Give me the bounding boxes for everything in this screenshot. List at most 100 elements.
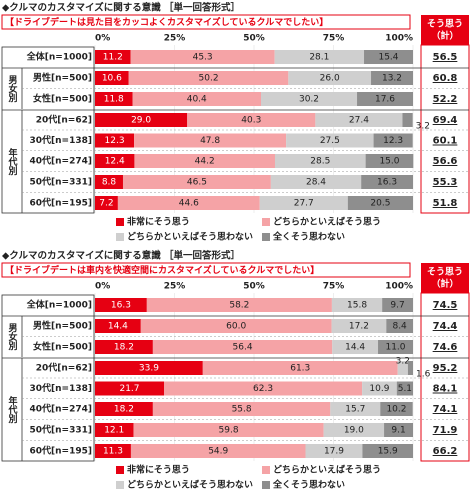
bar-segment (347, 196, 413, 210)
category-label: 女性[n=500] (33, 341, 92, 353)
value-label: 5.1 (398, 384, 412, 394)
totals-column (420, 44, 470, 214)
value-label: 58.2 (229, 301, 249, 311)
value-label: 28.1 (309, 53, 329, 63)
category-label: 男性[n=500] (33, 320, 92, 332)
bar-segment (274, 154, 366, 168)
bar-segment (362, 381, 397, 396)
value-label: 8.4 (392, 322, 407, 332)
bar-segment (95, 298, 147, 312)
category-label: 全体[n=1000] (26, 299, 92, 311)
value-label: 1.6 (416, 370, 431, 380)
legend-swatch (116, 218, 124, 226)
value-label: 21.7 (119, 384, 139, 394)
category-label: 男性[n=500] (33, 72, 92, 84)
bar-segment (331, 319, 387, 333)
bar-segment (95, 50, 131, 64)
bar-segment (323, 423, 385, 437)
bar-segment (187, 113, 316, 127)
category-label: 20代[n=62] (36, 362, 92, 374)
value-label: 15.4 (378, 53, 398, 63)
value-label: 3.2 (396, 357, 410, 367)
value-label: 45.3 (193, 53, 213, 63)
bar-segment (117, 196, 260, 210)
x-tick-label: 0% (95, 34, 110, 44)
x-tick-label: 100% (385, 282, 413, 292)
bar-segment (357, 92, 413, 106)
legend-label: どちらかといえばそう思う (273, 216, 381, 228)
x-tick-label: 25% (164, 282, 186, 292)
bar-segment (95, 402, 153, 416)
total-value: 56.5 (433, 52, 458, 63)
value-label: 40.4 (187, 95, 207, 105)
bar-segment (373, 133, 413, 148)
bar-segment (134, 154, 275, 168)
value-label: 44.6 (179, 199, 199, 209)
group-label: 男女別 (7, 323, 19, 351)
x-tick-label: 50% (243, 282, 265, 292)
value-label: 17.6 (375, 95, 395, 105)
bar-segment (134, 133, 287, 148)
bar-segment (260, 92, 358, 106)
bar-segment (133, 423, 324, 437)
legend-label: 非常にそう思う (127, 464, 190, 476)
total-value: 60.1 (433, 136, 458, 147)
subtitle-box (1, 262, 411, 278)
bar-segment (152, 340, 333, 354)
value-label: 12.3 (383, 136, 403, 146)
bar-segment (164, 381, 363, 396)
bar-segment (130, 50, 275, 64)
value-label: 27.4 (349, 116, 369, 126)
bar-segment (95, 319, 141, 333)
value-label: 60.0 (226, 322, 246, 332)
bar-segment (95, 381, 165, 396)
x-tick-label: 75% (323, 34, 345, 44)
bar-segment (95, 71, 129, 85)
category-label: 50代[n=331] (30, 176, 93, 188)
x-tick-label: 75% (323, 282, 345, 292)
value-label: 18.2 (114, 343, 134, 353)
value-label: 11.2 (103, 53, 123, 63)
value-label: 46.5 (187, 178, 207, 188)
bar-segment (95, 444, 131, 458)
bar-segment (396, 381, 413, 396)
category-label: 全体[n=1000] (26, 51, 92, 63)
value-label: 15.7 (345, 405, 365, 415)
chart-subtitle: 【ドライブデートは車内を快適空間にカスタマイズしているクルマでしたい】 (5, 264, 319, 276)
value-label: 28.4 (306, 178, 326, 188)
category-label: 40代[n=274] (30, 403, 93, 415)
bar-segment (371, 71, 413, 85)
legend-label: どちらかといえばそう思わない (127, 231, 253, 243)
totals-header-text: （計） (431, 30, 458, 42)
bar-segment (95, 175, 123, 189)
legend-label: 全くそう思わない (272, 231, 345, 243)
value-label: 19.0 (344, 426, 364, 436)
value-label: 14.4 (345, 343, 365, 353)
value-label: 56.4 (233, 343, 253, 353)
totals-header-text: （計） (431, 278, 458, 290)
bar-segment (146, 298, 332, 312)
bar-segment (152, 402, 331, 416)
bar-segment (384, 423, 413, 437)
bar-segment (274, 50, 365, 64)
value-label: 27.5 (320, 136, 340, 146)
total-value: 66.2 (433, 446, 458, 457)
legend-label: 非常にそう思う (127, 216, 190, 228)
legend-swatch (262, 481, 270, 489)
value-label: 47.8 (200, 136, 220, 146)
value-label: 33.9 (139, 364, 159, 374)
value-label: 18.2 (114, 405, 134, 415)
value-label: 14.4 (108, 322, 128, 332)
bar-segment (270, 175, 362, 189)
legend-label: 全くそう思わない (272, 479, 345, 491)
bar-segment (140, 319, 332, 333)
value-label: 12.4 (105, 157, 125, 167)
total-value: 95.2 (433, 363, 458, 374)
value-label: 54.9 (208, 447, 228, 457)
value-label: 17.2 (349, 322, 369, 332)
total-value: 52.2 (433, 94, 458, 105)
legend-swatch (116, 466, 124, 474)
total-value: 71.9 (433, 425, 458, 436)
bar-segment (397, 361, 408, 375)
bar-segment (95, 361, 203, 375)
